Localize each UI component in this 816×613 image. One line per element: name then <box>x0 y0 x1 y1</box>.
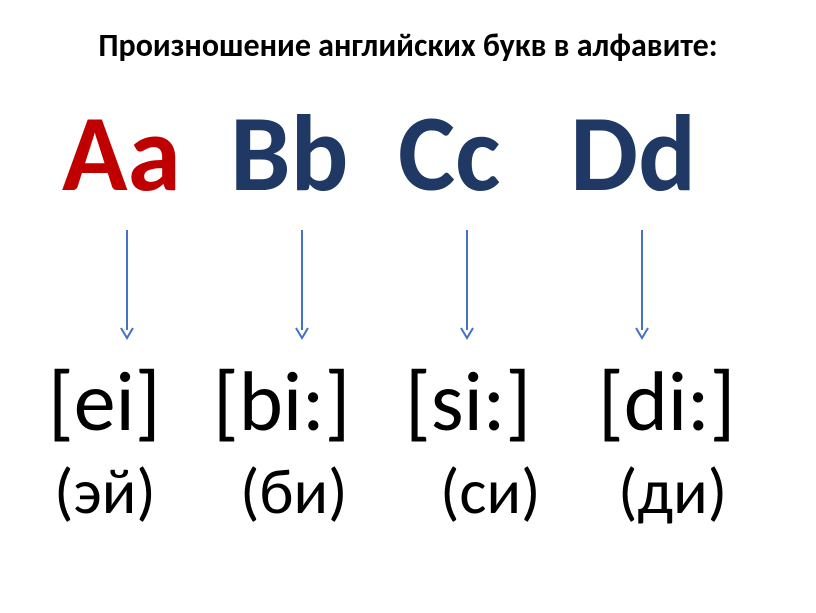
cyrillic-pronunciation-d: (ди) <box>618 460 727 524</box>
letter-aa: Aa <box>62 100 181 208</box>
cyrillic-pronunciation-c: (си) <box>440 460 540 524</box>
letter-dd: Dd <box>570 100 696 208</box>
cyrillic-pronunciation-a: (эй) <box>54 460 156 524</box>
cyrillic-pronunciation-b: (би) <box>240 460 348 524</box>
arrow-down-icon <box>120 230 134 340</box>
arrow-down-icon <box>635 230 649 340</box>
arrow-down-icon <box>460 230 474 340</box>
arrow-down-icon <box>295 230 309 340</box>
ipa-transcription-d: [di:] <box>598 360 735 444</box>
letter-bb: Bb <box>230 100 349 208</box>
ipa-transcription-c: [si:] <box>405 360 531 444</box>
ipa-transcription-a: [ei] <box>48 360 161 444</box>
page-title: Произношение английских букв в алфавите: <box>0 26 816 65</box>
letter-cc: Cc <box>398 100 500 208</box>
ipa-transcription-b: [bi:] <box>213 360 350 444</box>
